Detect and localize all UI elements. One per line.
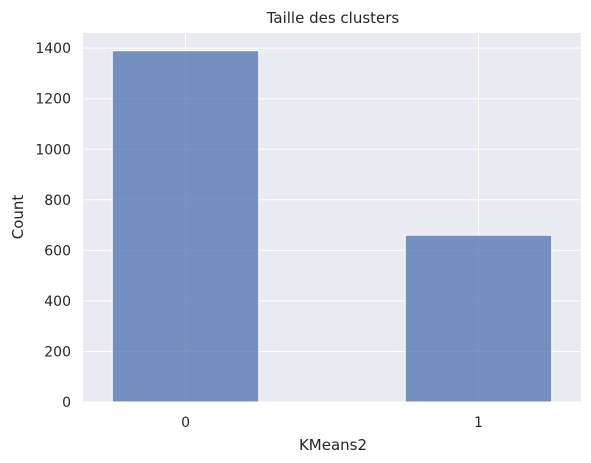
x-tick-label-1: 1 bbox=[474, 415, 483, 431]
y-tick-label-4: 800 bbox=[44, 193, 71, 209]
y-tick-label-7: 1400 bbox=[35, 41, 71, 57]
x-axis-title: KMeans2 bbox=[299, 436, 367, 454]
bars bbox=[111, 50, 553, 403]
y-tick-label-2: 400 bbox=[44, 294, 71, 310]
bar-1 bbox=[404, 234, 553, 403]
y-tick-label-6: 1200 bbox=[35, 92, 71, 108]
y-tick-label-3: 600 bbox=[44, 243, 71, 259]
y-tick-labels: 0 200 400 600 800 1000 1200 1400 bbox=[35, 41, 71, 411]
y-tick-label-5: 1000 bbox=[35, 142, 71, 158]
y-tick-label-0: 0 bbox=[62, 395, 71, 411]
chart-title: Taille des clusters bbox=[266, 9, 400, 27]
y-tick-label-1: 200 bbox=[44, 344, 71, 360]
y-axis-title: Count bbox=[9, 195, 27, 240]
bar-0 bbox=[111, 50, 260, 403]
x-tick-label-0: 0 bbox=[181, 415, 190, 431]
